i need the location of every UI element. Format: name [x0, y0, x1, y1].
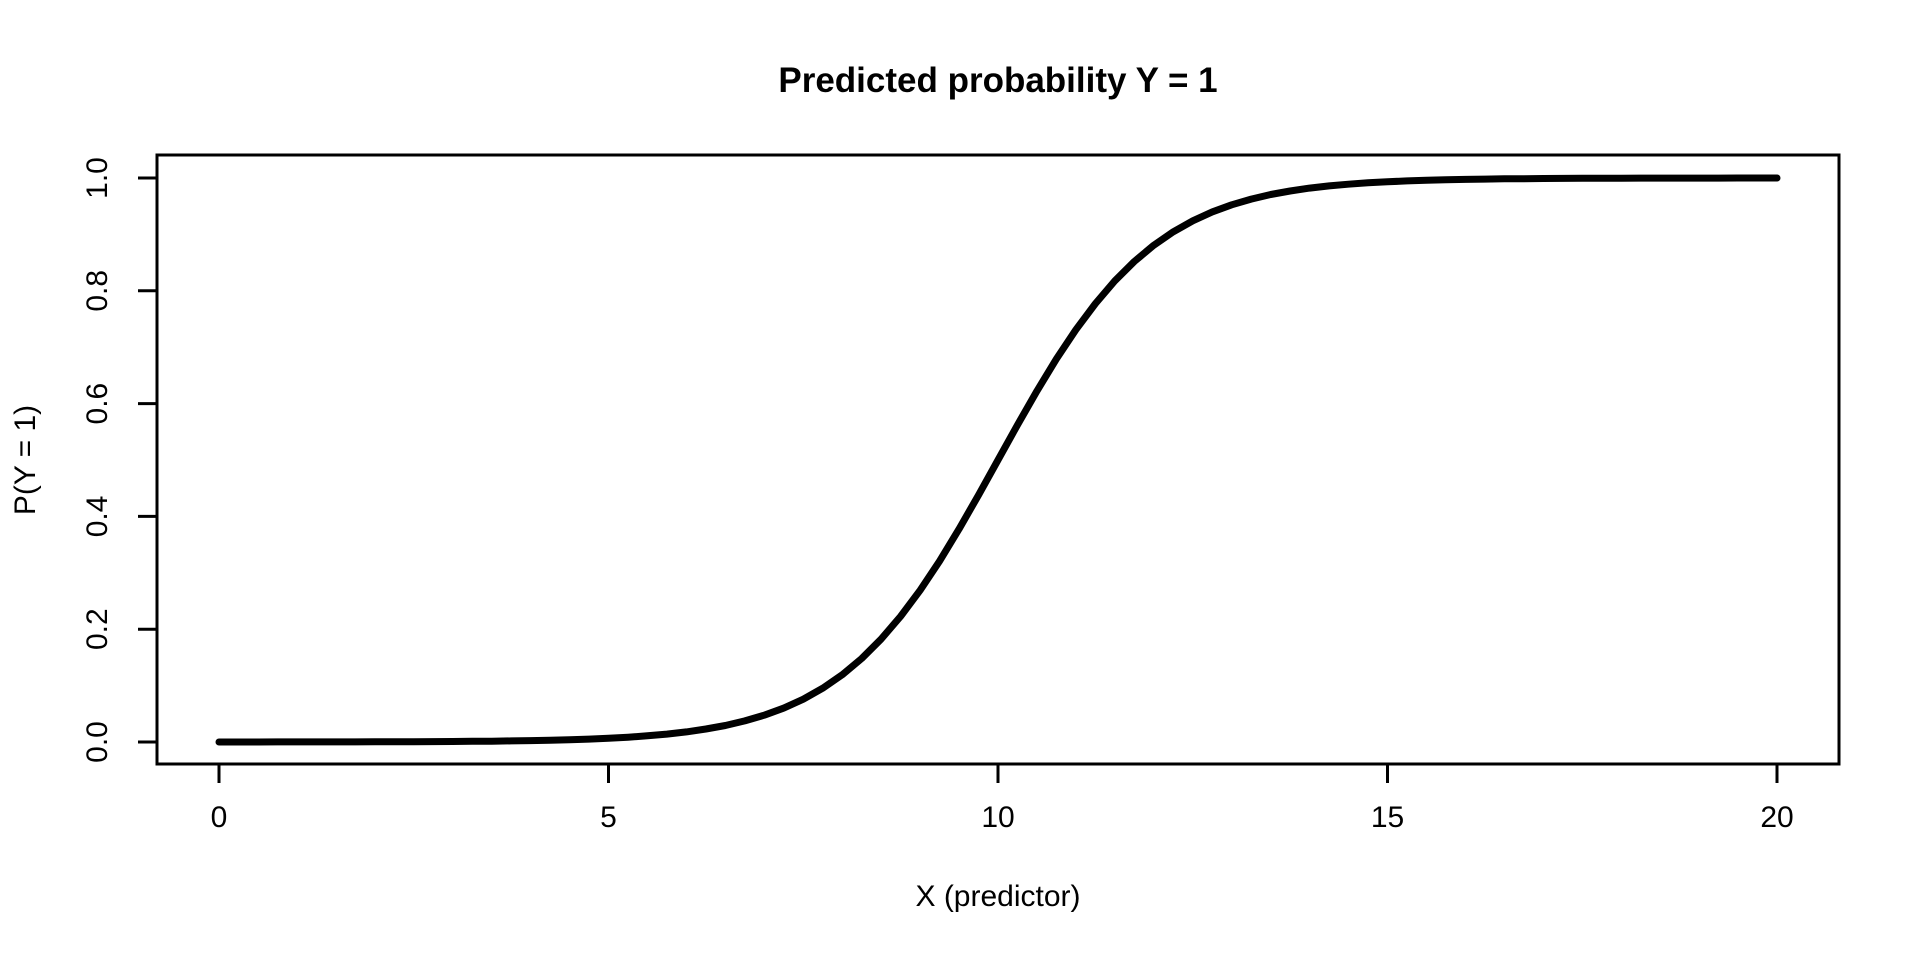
x-axis-ticks — [217, 764, 1779, 783]
y-tick-label: 0.6 — [81, 383, 114, 425]
y-axis-ticks — [138, 176, 157, 744]
x-tick-label: 0 — [211, 801, 228, 834]
y-tick-label: 0.8 — [81, 270, 114, 312]
y-tick-label: 0.0 — [81, 721, 114, 763]
y-tick-label: 1.0 — [81, 157, 114, 199]
x-tick-label: 5 — [600, 801, 617, 834]
y-axis-label: P(Y = 1) — [9, 405, 42, 515]
y-tick-label: 0.4 — [81, 496, 114, 538]
x-tick-label: 10 — [981, 801, 1014, 834]
logistic-curve-line — [215, 174, 1781, 746]
y-tick-label: 0.2 — [81, 608, 114, 650]
y-axis-tick-labels: 0.0 0.2 0.4 0.6 0.8 1.0 — [81, 157, 114, 763]
chart-title: Predicted probability Y = 1 — [778, 61, 1217, 100]
x-axis-tick-labels: 0 5 10 15 20 — [211, 801, 1794, 834]
x-tick-label: 15 — [1371, 801, 1404, 834]
x-axis-label: X (predictor) — [915, 880, 1080, 913]
x-tick-label: 20 — [1760, 801, 1793, 834]
